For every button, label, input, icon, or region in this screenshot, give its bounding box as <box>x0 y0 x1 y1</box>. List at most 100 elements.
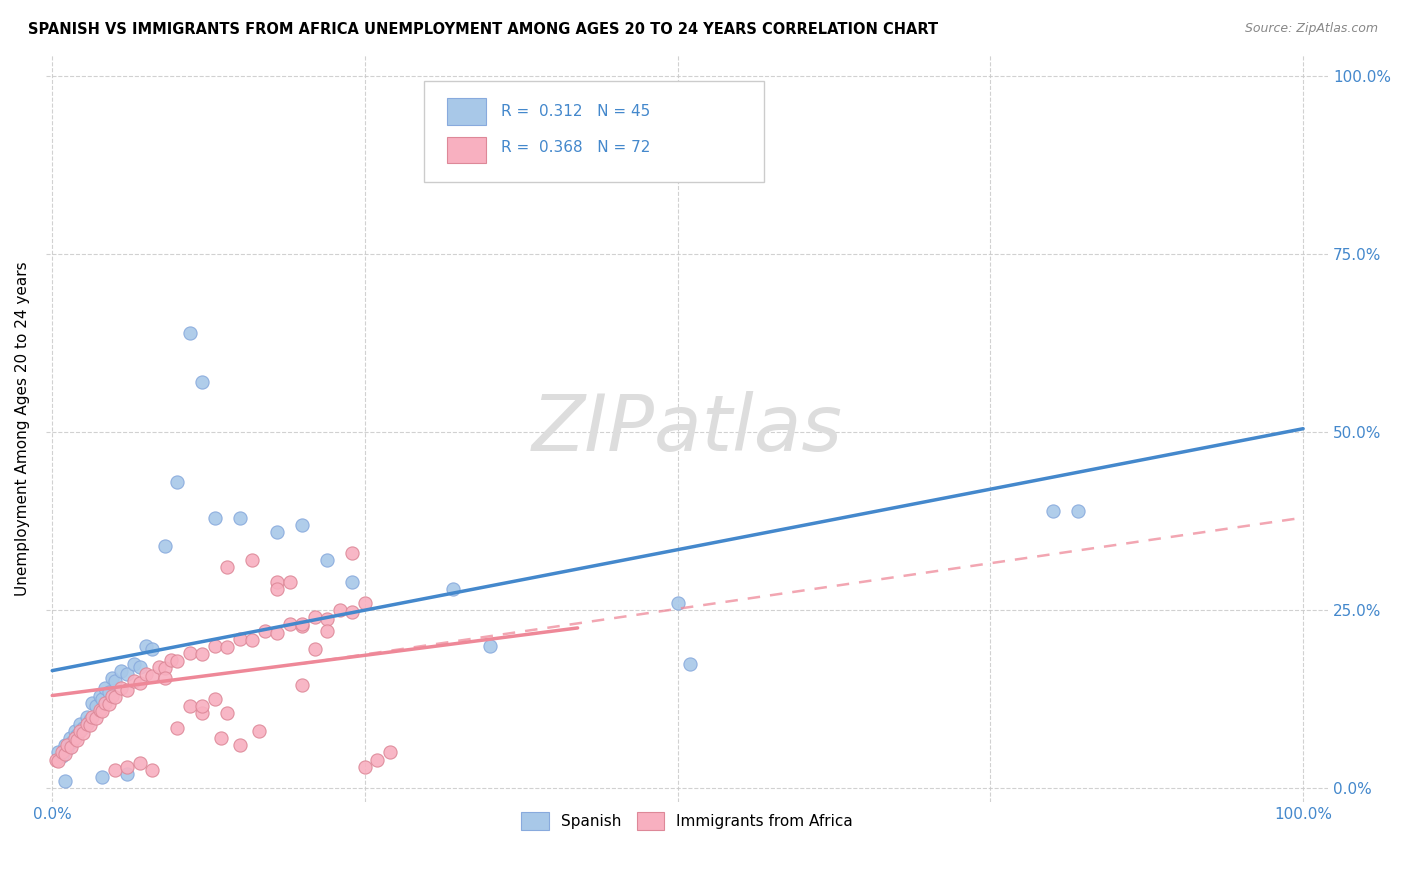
Point <box>79 718 101 732</box>
Point <box>51 746 73 760</box>
Point <box>160 653 183 667</box>
Point <box>97 697 120 711</box>
Point <box>48 746 70 760</box>
Point <box>110 681 132 696</box>
Point <box>229 510 252 524</box>
Point <box>141 764 163 778</box>
Point <box>217 640 239 654</box>
Point <box>63 724 86 739</box>
Point <box>316 612 339 626</box>
Point <box>82 696 104 710</box>
Point <box>278 617 301 632</box>
Point <box>48 754 70 768</box>
Point <box>240 553 263 567</box>
Point <box>141 642 163 657</box>
Point <box>94 696 117 710</box>
Point <box>253 624 276 639</box>
Point <box>76 710 98 724</box>
Point <box>217 706 239 721</box>
Point <box>166 654 188 668</box>
Point <box>66 728 89 742</box>
Point <box>153 671 176 685</box>
Point <box>316 624 339 639</box>
Point <box>153 539 176 553</box>
Point <box>191 647 214 661</box>
Point <box>266 574 288 589</box>
Point <box>128 756 150 771</box>
Point <box>366 753 388 767</box>
Point <box>179 326 201 340</box>
Point <box>101 671 124 685</box>
Point <box>69 717 91 731</box>
Point <box>117 682 139 697</box>
Point <box>110 664 132 678</box>
Point <box>354 596 377 610</box>
Point <box>53 739 76 753</box>
Point <box>316 553 339 567</box>
Point <box>266 524 288 539</box>
Point <box>679 657 702 671</box>
Point <box>89 689 111 703</box>
Point <box>101 689 124 703</box>
Y-axis label: Unemployment Among Ages 20 to 24 years: Unemployment Among Ages 20 to 24 years <box>15 261 30 596</box>
Point <box>291 617 314 632</box>
Text: Source: ZipAtlas.com: Source: ZipAtlas.com <box>1244 22 1378 36</box>
Point <box>209 731 232 746</box>
Point <box>122 657 145 671</box>
Point <box>479 639 502 653</box>
Point <box>89 703 111 717</box>
Point <box>166 721 188 735</box>
Point <box>204 639 226 653</box>
Point <box>191 706 214 721</box>
Point <box>153 661 176 675</box>
Point <box>117 766 139 780</box>
Legend: Spanish, Immigrants from Africa: Spanish, Immigrants from Africa <box>515 805 859 836</box>
Point <box>166 475 188 489</box>
Point <box>278 574 301 589</box>
Point <box>63 731 86 746</box>
Point <box>104 764 127 778</box>
Point <box>1042 503 1064 517</box>
Point <box>304 610 326 624</box>
Point <box>72 725 94 739</box>
Point <box>342 605 364 619</box>
Point <box>56 742 79 756</box>
Point <box>266 626 288 640</box>
Point <box>354 760 377 774</box>
Point <box>45 753 67 767</box>
Text: ZIPatlas: ZIPatlas <box>531 391 842 467</box>
Point <box>247 724 270 739</box>
Point <box>342 574 364 589</box>
Point <box>51 749 73 764</box>
FancyBboxPatch shape <box>425 81 763 182</box>
Point <box>60 735 83 749</box>
Text: R =  0.312   N = 45: R = 0.312 N = 45 <box>501 103 651 119</box>
Point <box>104 674 127 689</box>
Point <box>84 699 107 714</box>
Point <box>72 721 94 735</box>
Point <box>378 746 401 760</box>
Point <box>304 642 326 657</box>
Point <box>240 633 263 648</box>
Point <box>82 710 104 724</box>
Point <box>191 699 214 714</box>
Point <box>66 732 89 747</box>
Point <box>291 517 314 532</box>
Point <box>128 675 150 690</box>
Text: R =  0.368   N = 72: R = 0.368 N = 72 <box>501 139 651 154</box>
Point <box>135 639 157 653</box>
FancyBboxPatch shape <box>447 98 485 125</box>
Point <box>148 660 170 674</box>
Point <box>97 685 120 699</box>
Point <box>291 678 314 692</box>
Point <box>53 747 76 761</box>
Point <box>122 674 145 689</box>
Point <box>53 773 76 788</box>
Point <box>666 596 689 610</box>
Point <box>141 668 163 682</box>
Point <box>291 619 314 633</box>
Point <box>59 731 82 746</box>
Point <box>117 760 139 774</box>
Point <box>217 560 239 574</box>
Text: SPANISH VS IMMIGRANTS FROM AFRICA UNEMPLOYMENT AMONG AGES 20 TO 24 YEARS CORRELA: SPANISH VS IMMIGRANTS FROM AFRICA UNEMPL… <box>28 22 938 37</box>
